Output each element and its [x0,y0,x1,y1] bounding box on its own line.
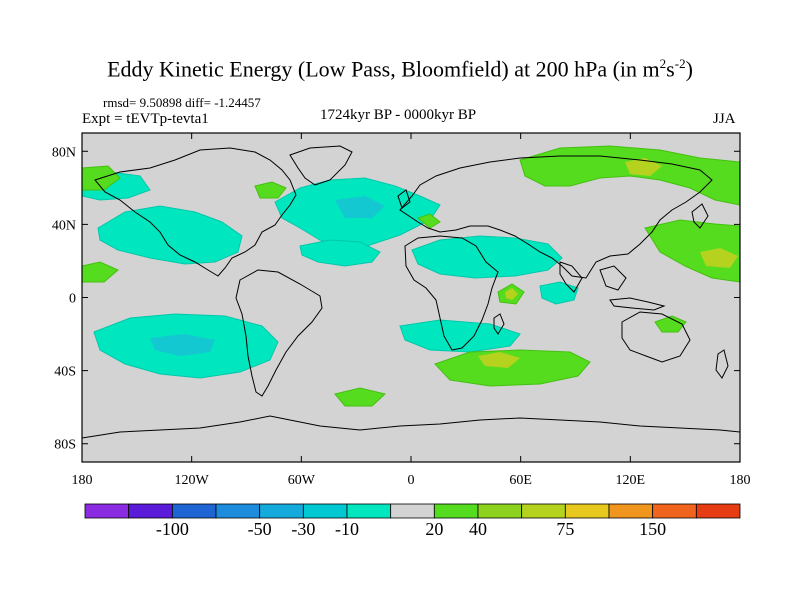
chart-title: Eddy Kinetic Energy (Low Pass, Bloomfiel… [107,56,693,82]
colorbar-swatch [608,503,654,519]
lat-tick-label: 40S [54,365,76,380]
coastline-south-america [235,269,323,397]
anomaly-core-africa [505,288,518,300]
anomaly-core-north-atlantic [335,196,385,218]
anomaly-region-south-atlantic-far [334,387,387,407]
colorbar-label: 20 [425,519,444,539]
colorbar-swatch [171,503,217,519]
lat-tick-label: 80S [54,438,76,453]
anomaly-core-southern-ocean [478,352,520,368]
rmsd-diff-stats: rmsd= 9.50898 diff= -1.24457 [103,95,261,110]
coastline-new-zealand [715,349,729,379]
anomaly-core-siberia [625,158,662,176]
colorbar-label: -100 [155,519,189,539]
colorbar-label: 40 [469,519,487,539]
lat-tick-label: 80N [52,145,76,160]
colorbar-swatch [215,503,261,519]
coastline-north-america [94,147,297,277]
axis-ticks [81,133,741,462]
lat-tick-label: 0 [69,292,76,307]
coastline-eurasia [399,155,713,279]
anomaly-region-mid-atlantic [299,239,381,267]
anomaly-region-arctic-siberia [519,145,740,206]
coastline-india [559,261,583,293]
map-background [82,133,740,462]
colorbar-label: -50 [247,519,272,539]
lon-tick-label: 180 [730,473,751,488]
colorbar-label: 150 [639,519,667,539]
period-label: 1724kyr BP - 0000kyr BP [320,107,477,123]
anomaly-region-north-pacific [97,205,243,265]
coastlines [82,145,740,439]
colorbar-label: -30 [291,519,316,539]
colorbar-label: 75 [556,519,575,539]
anomaly-region-sahara-arabia [411,235,563,279]
anomaly-region-australia-south [654,315,687,333]
anomaly-region-indian-ocean [539,281,579,305]
colorbar-swatch [564,503,610,519]
anomaly-region-west-pacific [82,261,119,283]
lon-tick-label: 0 [408,473,415,488]
colorbar-swatch [652,503,697,519]
lon-tick-label: 180 [72,473,93,488]
coastline-africa [404,235,499,351]
lat-tick-label: 40N [52,218,76,233]
anomaly-region-mediterranean [416,213,441,229]
latitude-labels: 80N 40N 0 40S 80S [52,145,76,452]
longitude-labels: 180 120W 60W 0 60E 120E 180 [72,473,751,488]
colorbar-label: -10 [335,519,359,539]
colorbar-swatch [521,503,566,519]
anomaly-region-canada [254,181,287,199]
colorbar-swatch [84,503,130,519]
colorbar-swatch [390,503,435,519]
colorbar-swatch [259,503,304,519]
coastline-southeast-asia [599,265,627,291]
coastline-indonesia [609,297,666,311]
colorbar-swatch [477,503,523,519]
colorbar-swatch [433,503,479,519]
anomaly-region-southern-ocean-indian [434,349,591,387]
coastline-antarctica [82,415,740,439]
season-label: JJA [713,111,736,127]
coastline-australia [621,311,691,363]
colorbar-swatch [695,503,741,519]
anomaly-core-pacific-east [700,248,738,268]
experiment-label: Expt = tEVTp-tevta1 [82,111,209,127]
coastline-japan [691,203,709,229]
colorbar-swatch [128,503,173,519]
colorbar-swatch [346,503,392,519]
lon-tick-label: 120W [175,473,210,488]
coastline-madagascar [493,313,505,335]
lon-tick-label: 60E [509,473,532,488]
anomaly-region-south-atlantic [399,319,521,353]
colorbar-swatch [302,503,348,519]
anomaly-core-south-pacific [150,334,215,356]
lon-tick-label: 120E [616,473,646,488]
coastline-greenland [289,145,353,186]
lon-tick-label: 60W [288,473,316,488]
colorbar [84,503,741,519]
anomaly-field [82,145,740,407]
coastline-uk [397,189,411,209]
